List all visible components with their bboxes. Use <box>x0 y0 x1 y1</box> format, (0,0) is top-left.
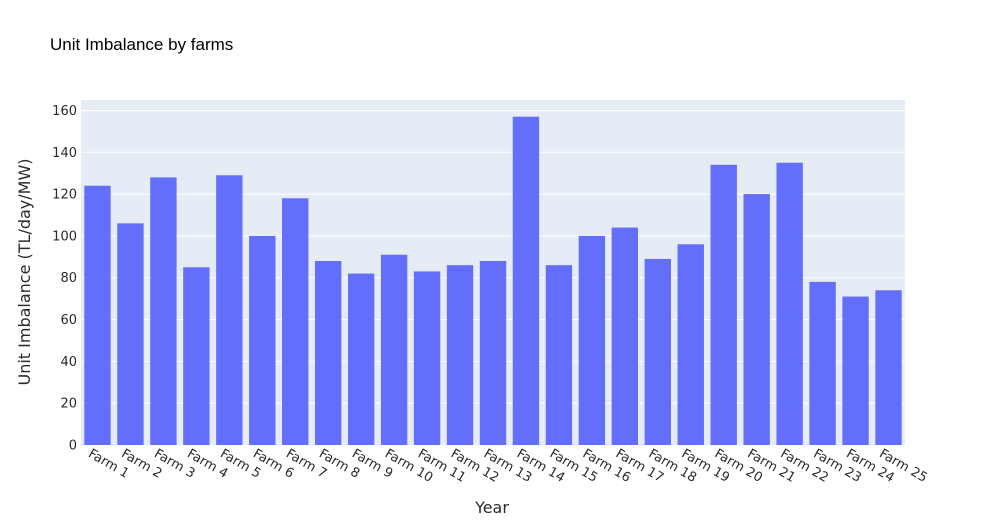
bar[interactable] <box>512 116 540 446</box>
bar[interactable] <box>710 164 737 445</box>
y-tick-label: 140 <box>52 146 77 161</box>
bar[interactable] <box>677 244 704 445</box>
bar[interactable] <box>380 254 408 445</box>
bar[interactable] <box>249 235 276 445</box>
bar[interactable] <box>578 235 606 445</box>
bar[interactable] <box>644 258 671 445</box>
y-tick-label: 0 <box>69 439 77 454</box>
bar[interactable] <box>776 162 803 445</box>
bar[interactable] <box>216 175 243 446</box>
bar[interactable] <box>84 185 111 445</box>
y-tick-label: 60 <box>60 313 77 328</box>
bar[interactable] <box>545 265 573 445</box>
bar[interactable] <box>479 261 507 445</box>
bar[interactable] <box>117 223 144 445</box>
bar[interactable] <box>413 271 441 445</box>
x-axis-title: Year <box>474 498 509 517</box>
bar[interactable] <box>183 267 210 445</box>
bar[interactable] <box>842 296 869 445</box>
y-tick-label: 20 <box>60 397 77 412</box>
y-tick-label: 160 <box>52 104 77 119</box>
y-tick-label: 100 <box>52 229 77 244</box>
bars <box>84 116 902 446</box>
bar[interactable] <box>150 177 177 445</box>
bar[interactable] <box>611 227 639 445</box>
bar[interactable] <box>347 273 375 445</box>
bar[interactable] <box>446 265 474 445</box>
bar[interactable] <box>315 261 342 445</box>
bar[interactable] <box>282 198 309 445</box>
bar[interactable] <box>743 194 770 445</box>
y-tick-label: 40 <box>60 355 77 370</box>
bar[interactable] <box>809 281 836 445</box>
y-tick-label: 120 <box>52 188 77 203</box>
y-axis-ticks: 0 20 40 60 80 100 120 140 160 <box>52 104 77 454</box>
y-tick-label: 80 <box>60 271 77 286</box>
chart-title: Unit Imbalance by farms <box>50 35 233 54</box>
bar[interactable] <box>875 290 902 445</box>
y-axis-title: Unit Imbalance (TL/day/MW) <box>15 158 34 385</box>
